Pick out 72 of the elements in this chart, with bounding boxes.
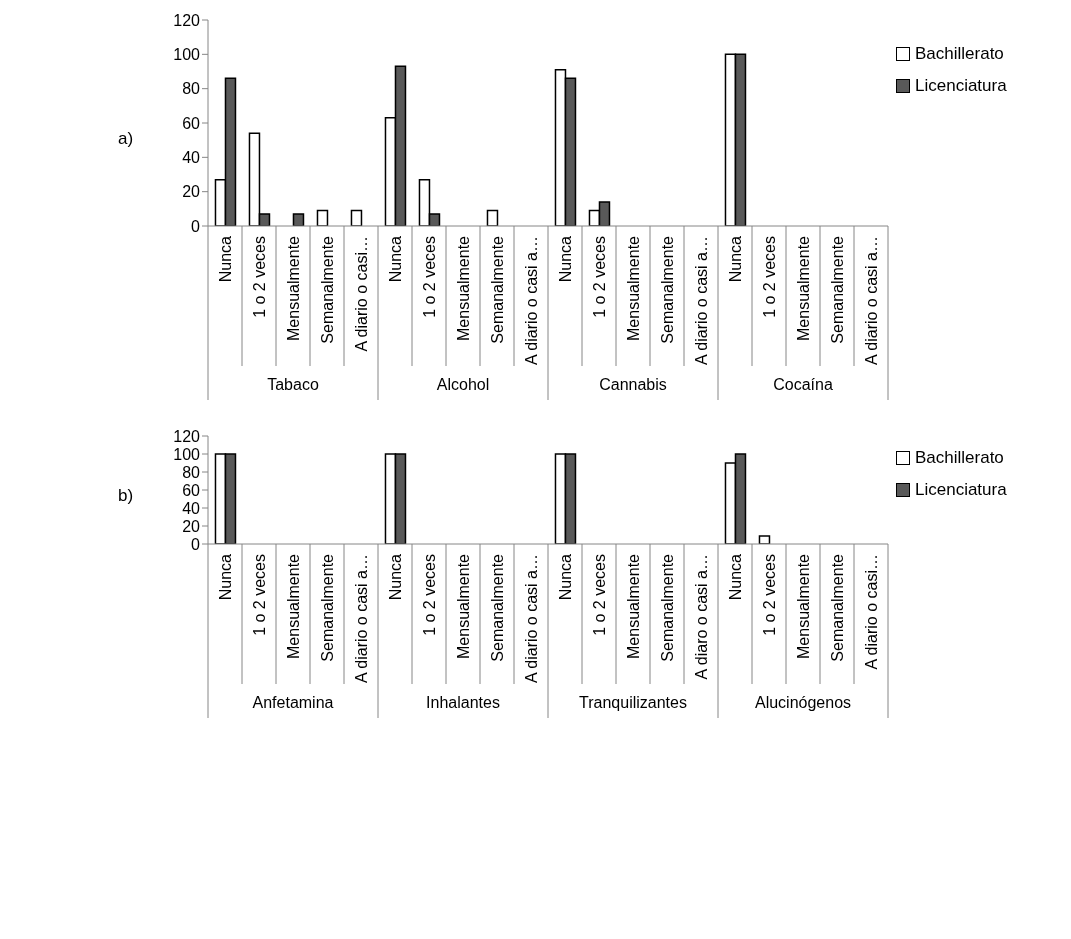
x-tick-label: Mensualmente <box>625 553 642 659</box>
legend-label: Licenciatura <box>915 480 1007 501</box>
text: Cannabis <box>599 376 667 393</box>
x-tick-label: 1 o 2 veces <box>761 236 778 318</box>
y-tick-label: 60 <box>182 114 201 132</box>
x-tick-label: Semanalmente <box>829 553 846 662</box>
y-tick-label: 40 <box>182 149 201 167</box>
y-tick-label: 0 <box>191 535 201 553</box>
y-tick-label: 40 <box>182 499 201 517</box>
text: Inhalantes <box>426 694 500 711</box>
x-tick-label: 1 o 2 veces <box>251 554 268 636</box>
legend-label: Bachillerato <box>915 448 1004 469</box>
x-tick-label: Nunca <box>387 235 404 283</box>
text: Alcohol <box>436 376 490 393</box>
y-tick-label: 20 <box>182 517 201 535</box>
text: Anfetamina <box>252 694 334 711</box>
text: Tabaco <box>267 376 319 393</box>
x-tick-label: Semanalmente <box>319 553 336 662</box>
y-tick-label: 60 <box>182 481 201 499</box>
text: a) <box>118 128 134 148</box>
y-tick-label: 20 <box>182 183 201 201</box>
x-tick-label: Nunca <box>217 235 234 283</box>
x-tick-label: 1 o 2 veces <box>421 554 438 636</box>
x-tick-label: Nunca <box>557 235 574 283</box>
bar <box>292 213 305 226</box>
x-tick-label: A diario o casi a… <box>863 236 880 365</box>
x-tick-label: Semanalmente <box>489 235 506 344</box>
x-tick-label: A diario o casi… <box>353 236 370 352</box>
legend-label: Bachillerato <box>915 44 1004 64</box>
x-tick-label: 1 o 2 veces <box>591 236 608 318</box>
y-tick-label: 100 <box>173 46 201 64</box>
text: Alucinógenos <box>754 694 852 711</box>
x-tick-label: A diaro o casi a… <box>693 554 710 680</box>
y-tick-label: 100 <box>173 445 201 463</box>
x-tick-label: Mensualmente <box>795 553 812 659</box>
bar <box>350 209 363 226</box>
x-tick-label: Nunca <box>217 553 234 601</box>
x-tick-label: Nunca <box>557 553 574 601</box>
x-tick-label: Semanalmente <box>319 235 336 344</box>
x-tick-label: 1 o 2 veces <box>591 554 608 636</box>
text: Cocaína <box>773 376 833 393</box>
text: b) <box>118 485 134 505</box>
bar <box>486 209 499 226</box>
x-tick-label: 1 o 2 veces <box>761 554 778 636</box>
y-tick-label: 120 <box>173 427 201 445</box>
x-tick-label: Semanalmente <box>829 235 846 344</box>
x-tick-label: A diario o casi a… <box>523 554 540 683</box>
x-tick-label: Nunca <box>387 553 404 601</box>
x-tick-label: 1 o 2 veces <box>251 236 268 318</box>
x-tick-label: Mensualmente <box>455 235 472 341</box>
x-tick-label: A diario o casi a… <box>353 554 370 683</box>
x-tick-label: A diario o casi a… <box>523 236 540 365</box>
x-tick-label: Nunca <box>727 235 744 283</box>
x-tick-label: Mensualmente <box>285 235 302 341</box>
x-tick-label: Nunca <box>727 553 744 601</box>
legend-label: Licenciatura <box>915 76 1007 96</box>
x-tick-label: 1 o 2 veces <box>421 236 438 318</box>
x-tick-label: A diario o casi… <box>863 554 880 670</box>
y-tick-label: 120 <box>173 11 201 29</box>
x-tick-label: Semanalmente <box>659 235 676 344</box>
text: Tranquilizantes <box>579 694 687 711</box>
x-tick-label: Semanalmente <box>659 553 676 662</box>
x-tick-label: Mensualmente <box>625 235 642 341</box>
x-tick-label: Semanalmente <box>489 553 506 662</box>
x-tick-label: Mensualmente <box>455 553 472 659</box>
y-tick-label: 80 <box>182 463 201 481</box>
y-tick-label: 80 <box>182 80 201 98</box>
y-tick-label: 0 <box>191 217 201 235</box>
bar <box>316 209 329 226</box>
x-tick-label: Mensualmente <box>795 235 812 341</box>
x-tick-label: A diario o casi a… <box>693 236 710 365</box>
x-tick-label: Mensualmente <box>285 553 302 659</box>
